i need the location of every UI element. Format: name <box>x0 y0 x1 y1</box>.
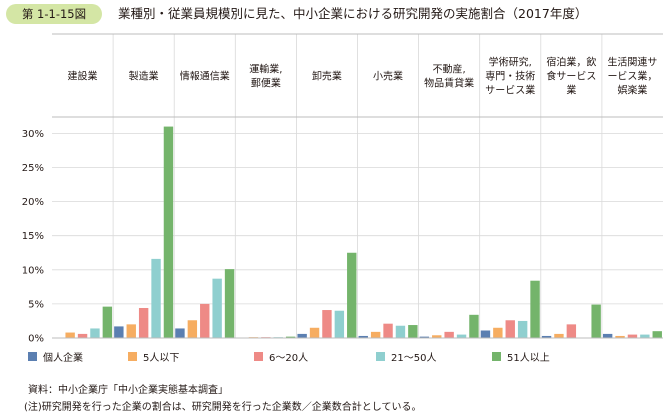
bar <box>309 327 320 338</box>
bar <box>395 325 406 338</box>
bar <box>347 252 357 338</box>
bar <box>224 269 235 338</box>
bar <box>517 320 528 338</box>
bar <box>469 314 479 338</box>
legend-label: 5人以下 <box>143 352 180 364</box>
figure-title: 業種別・従業員規模別に見た、中小企業における研究開発の実施割合（2017年度） <box>118 6 588 21</box>
bar <box>591 304 601 338</box>
y-tick-label: 20% <box>22 197 44 208</box>
legend-swatch <box>254 351 263 361</box>
bar <box>126 324 136 338</box>
legend-item: 51人以上 <box>492 348 550 364</box>
bar <box>187 320 198 338</box>
bar <box>285 336 296 338</box>
bar <box>505 320 515 338</box>
category-label: 物品賃貸業 <box>424 77 474 90</box>
category-label: 郵便業 <box>251 77 281 90</box>
category-label: 建設業 <box>68 70 98 83</box>
bar <box>114 326 124 338</box>
bar <box>530 280 540 338</box>
category-label: 宿泊業，飲 <box>546 56 596 69</box>
y-tick-label: 25% <box>22 163 44 174</box>
legend-swatch <box>376 351 385 361</box>
legend-label: 6～20人 <box>269 352 309 364</box>
bar <box>541 335 552 338</box>
legend-swatch <box>492 351 501 361</box>
bar <box>554 333 564 338</box>
category-label: 運輸業, <box>249 63 282 76</box>
legend-item: 個人企業 <box>28 348 83 364</box>
bar <box>212 278 222 338</box>
y-tick-label: 0% <box>28 334 44 345</box>
category-label: 学術研究, <box>489 56 532 69</box>
bar <box>408 325 418 338</box>
bar <box>566 324 577 338</box>
bar <box>444 331 454 338</box>
category-label: 生活関連サ <box>607 56 657 69</box>
bar <box>602 333 613 338</box>
bar <box>456 334 467 338</box>
bar <box>627 334 638 338</box>
bar <box>370 331 381 338</box>
category-label: 小売業 <box>373 70 403 83</box>
legend-label: 51人以上 <box>507 352 550 364</box>
legend-swatch <box>128 351 137 361</box>
bar <box>175 328 185 338</box>
bar <box>102 306 113 338</box>
y-tick-label: 30% <box>22 129 44 140</box>
category-label: 専門・技術 <box>485 70 535 83</box>
bar <box>90 328 100 338</box>
bar <box>138 307 149 338</box>
bar <box>334 310 345 338</box>
legend-swatch <box>28 351 37 361</box>
bar <box>652 331 662 338</box>
bar <box>163 126 174 338</box>
category-label: ービス業， <box>607 70 657 83</box>
source-note: 資料：中小企業庁「中小企業実態基本調査」 <box>28 385 228 396</box>
category-label: 製造業 <box>129 70 159 83</box>
bar <box>640 334 650 338</box>
category-label: 不動産, <box>433 63 466 76</box>
bar <box>358 335 368 338</box>
bar <box>480 330 491 338</box>
legend-item: 5人以下 <box>128 348 179 364</box>
bar <box>383 323 393 338</box>
figure-number-badge: 第 1-1-15図 <box>6 4 102 24</box>
bar <box>65 332 75 338</box>
bar <box>322 310 332 338</box>
category-label: 食サービス <box>546 70 596 83</box>
chart-legend: 個人企業 5人以下 6～20人 21～50人 51人以上 <box>28 348 648 364</box>
bar <box>200 303 210 338</box>
bar <box>493 327 503 338</box>
category-label: 情報通信業 <box>180 70 230 83</box>
bar <box>615 335 625 338</box>
category-label: 娯楽業 <box>617 84 647 97</box>
legend-item: 21～50人 <box>376 348 436 364</box>
legend-label: 21～50人 <box>391 352 437 364</box>
bar <box>432 335 442 338</box>
legend-item: 6～20人 <box>254 348 308 364</box>
y-tick-label: 5% <box>28 299 44 310</box>
y-tick-label: 10% <box>22 265 44 276</box>
legend-label: 個人企業 <box>43 352 83 364</box>
category-label: 卸売業 <box>312 70 342 83</box>
footnote: (注)研究開発を行った企業の割合は、研究開発を行った企業数／企業数合計としている… <box>24 402 422 413</box>
y-tick-label: 15% <box>22 231 44 242</box>
category-label: 業 <box>566 84 576 97</box>
bar <box>77 333 88 338</box>
bar <box>297 333 307 338</box>
bar <box>151 258 161 338</box>
category-label: サービス業 <box>485 84 535 97</box>
bar <box>419 336 430 338</box>
